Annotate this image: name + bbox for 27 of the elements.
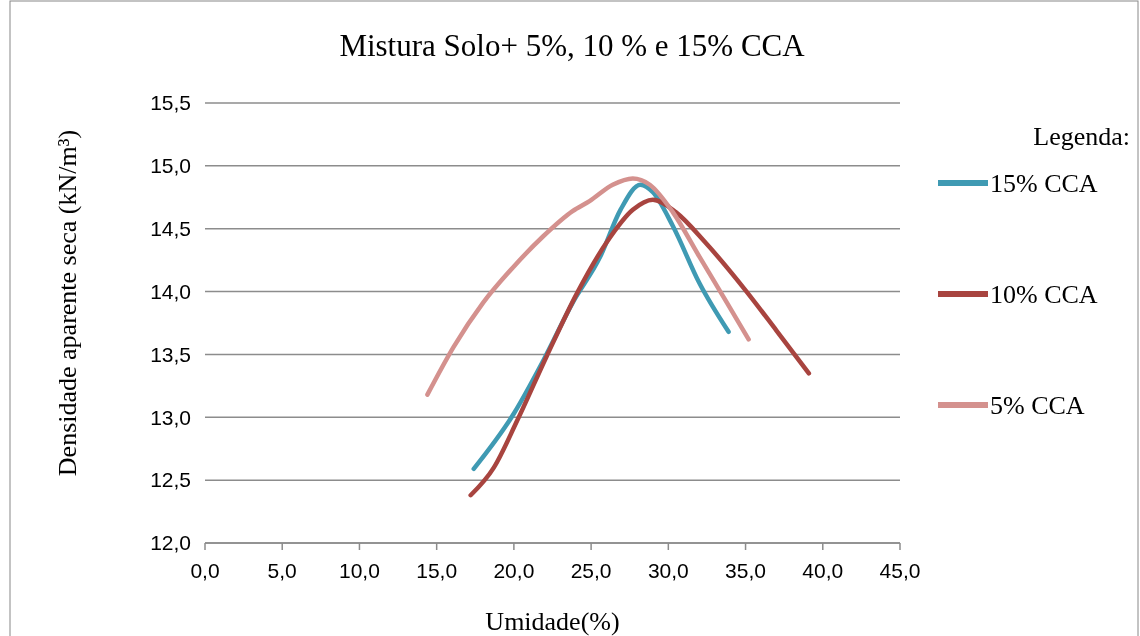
y-tick-label: 12,0 [150,531,191,555]
y-tick-label: 15,5 [150,91,191,115]
x-tick-label: 25,0 [570,559,612,582]
y-tick-label: 14,5 [150,217,191,241]
x-tick-label: 5,0 [267,559,297,582]
y-tick-label: 12,5 [150,468,191,492]
x-tick-label: 45,0 [879,559,921,582]
y-axis-title: Densidade aparente seca (kN/m³) [53,129,82,477]
x-tick-label: 20,0 [493,559,535,582]
x-tick-label: 30,0 [647,559,689,582]
x-tick-label: 35,0 [725,559,766,582]
x-tick-label: 0,0 [190,559,220,582]
line-series [468,197,812,498]
legend-label: 15% CCA [990,169,1098,199]
chart-title: Mistura Solo+ 5%, 10 % e 15% CCA [339,28,806,63]
y-tick-label: 13,5 [150,342,191,366]
y-tick-label: 15,0 [150,154,191,178]
legend-title: Legenda: [1033,122,1130,151]
x-tick-label: 40,0 [802,559,844,582]
x-tick-label: 15,0 [416,559,458,582]
x-tick-label: 10,0 [339,559,380,582]
legend-label: 5% CCA [990,391,1085,421]
legend-label: 10% CCA [990,280,1098,310]
y-tick-label: 14,0 [150,279,191,303]
x-axis-title: Umidade(%) [485,607,620,636]
line-series [425,176,751,397]
y-tick-label: 13,0 [150,405,191,429]
